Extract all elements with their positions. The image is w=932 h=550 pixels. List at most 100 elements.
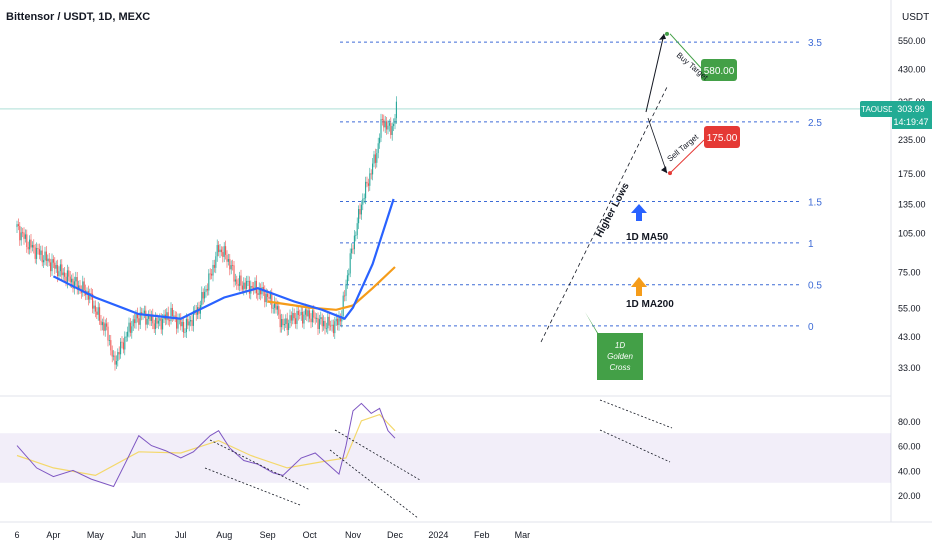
rsi-channel-line-0 <box>209 439 311 491</box>
candle-body <box>82 281 84 293</box>
candle-body <box>353 235 355 250</box>
candle-body <box>388 123 390 126</box>
candle-body <box>216 245 218 257</box>
candle-body <box>215 256 217 268</box>
candle-body <box>152 314 154 324</box>
golden-cross-line-2: Golden <box>607 352 633 361</box>
candle-body <box>311 310 313 323</box>
candle-body <box>229 259 231 270</box>
candle-body <box>118 352 120 355</box>
candle-body <box>96 311 98 315</box>
candle-body <box>349 253 351 274</box>
price-tick-3: 235.00 <box>898 135 926 145</box>
candle-body <box>129 322 131 333</box>
candle-body <box>181 321 183 327</box>
candle-body <box>218 245 220 253</box>
candle-body <box>76 277 78 290</box>
candle-body <box>62 272 64 276</box>
candle-body <box>338 316 340 326</box>
candle-body <box>57 265 59 277</box>
candle-body <box>278 306 280 315</box>
candle-body <box>213 264 215 268</box>
buy-target-badge <box>701 59 737 81</box>
candle-body <box>233 265 235 282</box>
symbol-badge-text: TAOUSDT <box>861 105 899 114</box>
candle-body <box>303 314 305 324</box>
candle-body <box>173 315 175 317</box>
chart-title: Bittensor / USDT, 1D, MEXC <box>6 11 150 23</box>
candle-body <box>286 318 288 330</box>
candle-body <box>346 275 348 285</box>
candle-body <box>155 317 157 330</box>
candle-body <box>156 317 158 324</box>
candle-body <box>317 317 319 330</box>
candle-body <box>230 265 232 270</box>
candle-body <box>288 323 290 330</box>
candle-body <box>366 181 368 184</box>
candle-body <box>394 118 396 124</box>
candle-body <box>391 126 393 135</box>
candle-body <box>227 259 229 262</box>
candle-body <box>276 306 278 310</box>
candle-body <box>344 295 346 297</box>
candle-body <box>114 355 116 365</box>
candle-body <box>255 280 257 294</box>
countdown-text: 14:19:47 <box>893 117 928 127</box>
rsi-signal-line <box>16 413 396 477</box>
candle-body <box>251 285 253 288</box>
candle-body <box>190 320 192 322</box>
candle-body <box>73 281 75 289</box>
candle-body <box>314 317 316 319</box>
candle-body <box>184 332 186 333</box>
candle-body <box>131 326 133 333</box>
candle-body <box>373 154 375 164</box>
candle-body <box>30 239 32 248</box>
candle-body <box>246 280 248 289</box>
candle-body <box>334 321 336 334</box>
candle-body <box>43 260 45 263</box>
candle-body <box>87 291 89 300</box>
last-price-badge <box>892 101 932 129</box>
candle-body <box>358 208 360 224</box>
candle-body <box>101 322 103 326</box>
rsi-pane <box>16 402 396 488</box>
candle-body <box>48 258 50 263</box>
candle-body <box>19 225 21 241</box>
candle-body <box>149 314 151 321</box>
candle-body <box>307 310 309 317</box>
candle-body <box>226 254 228 262</box>
price-tick-5: 135.00 <box>898 199 926 209</box>
candle-body <box>100 320 102 326</box>
candle-body <box>243 282 245 290</box>
candle-body <box>328 316 330 326</box>
ma200-label: 1D MA200 <box>626 299 674 310</box>
candle-body <box>148 314 150 319</box>
candle-body <box>379 137 381 144</box>
candle-body <box>153 323 155 330</box>
candle-body <box>34 247 36 259</box>
fib-label-0: 3.5 <box>808 38 822 49</box>
candle-body <box>120 341 122 355</box>
candle-body <box>170 307 172 321</box>
rsi-line <box>16 402 396 488</box>
candle-body <box>395 101 397 119</box>
time-tick-0: 6 <box>14 530 19 540</box>
candle-body <box>244 282 246 289</box>
candle-body <box>335 318 337 322</box>
candle-body <box>325 328 327 330</box>
price-tick-0: 550.00 <box>898 36 926 46</box>
candle-body <box>104 323 106 331</box>
candle-body <box>265 293 267 303</box>
time-tick-10: 2024 <box>428 530 448 540</box>
candle-body <box>380 119 382 138</box>
candle-body <box>69 276 71 283</box>
candle-body <box>143 310 145 314</box>
time-tick-12: Mar <box>515 530 531 540</box>
rsi-channel-line-5 <box>599 429 671 463</box>
candle-body <box>258 287 260 295</box>
candle-body <box>44 251 46 261</box>
candle-body <box>253 287 255 289</box>
candle-body <box>267 293 269 297</box>
